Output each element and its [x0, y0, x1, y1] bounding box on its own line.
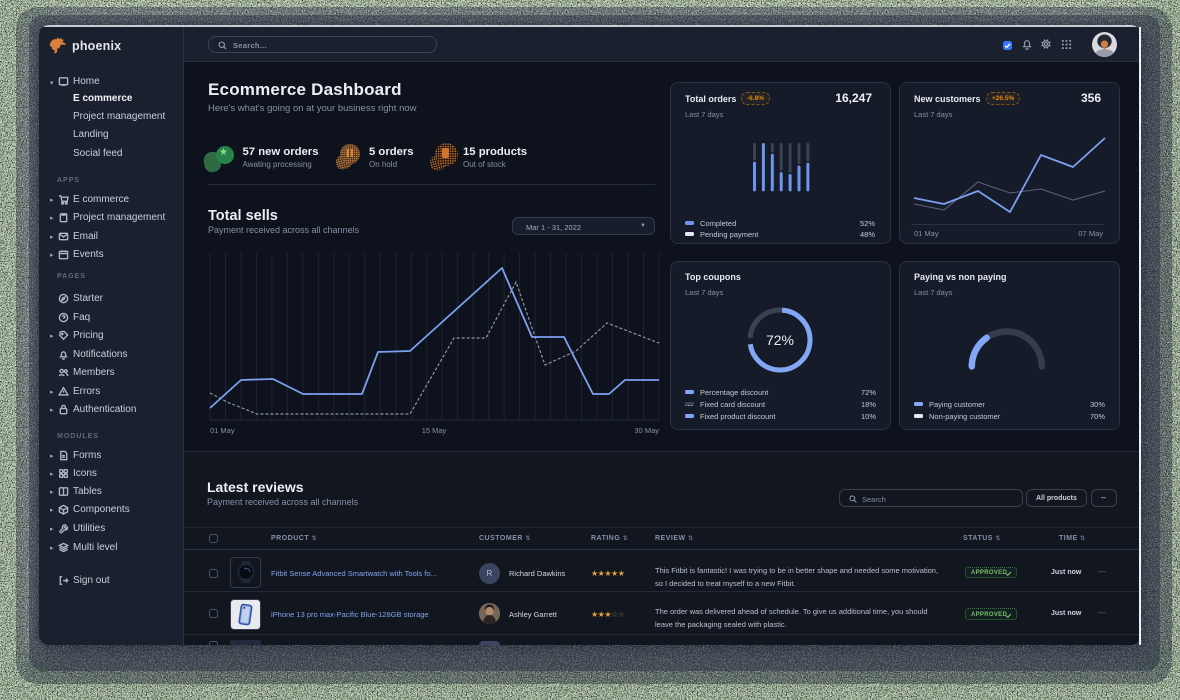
svg-text:01 May: 01 May — [210, 426, 235, 435]
svg-text:15 May: 15 May — [422, 426, 447, 435]
svg-text:30 May: 30 May — [634, 426, 659, 435]
svg-text:72%: 72% — [766, 332, 794, 348]
